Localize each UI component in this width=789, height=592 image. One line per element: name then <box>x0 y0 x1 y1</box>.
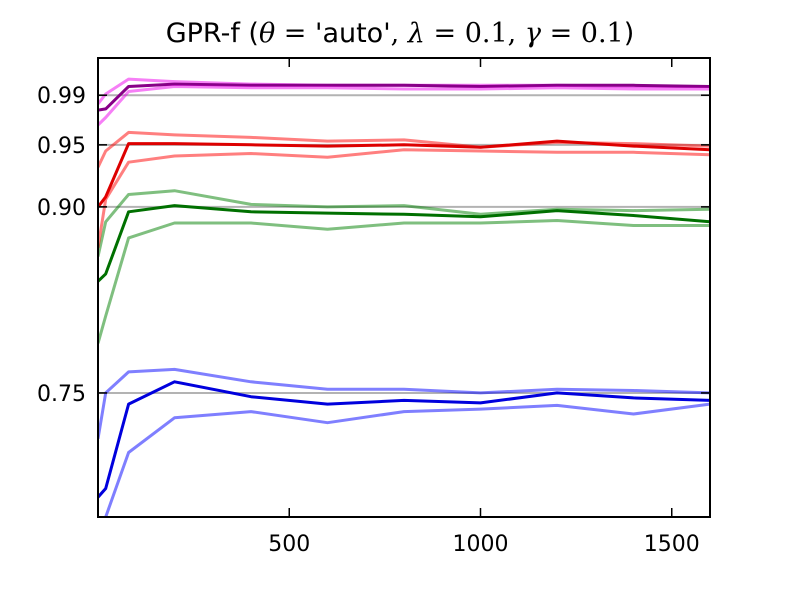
title-lambda-value: 0.1 <box>465 18 508 49</box>
title-eq2: = <box>425 18 465 49</box>
title-gamma-value: 0.1 <box>581 18 624 49</box>
plot-frame <box>97 57 711 518</box>
series-line-8 <box>98 148 710 249</box>
axis-ticks: 500 1000 1500 0.75 0.90 0.95 0.99 <box>37 58 710 557</box>
title-comma1: , <box>391 18 408 49</box>
y-tick-label-0: 0.75 <box>37 382 86 407</box>
chart-title: GPR-f (θ = 'auto', λ = 0.1, γ = 0.1) <box>166 18 635 49</box>
series-line-10 <box>98 82 710 112</box>
x-tick-label-2: 1500 <box>644 532 700 557</box>
title-theta: θ <box>259 18 275 49</box>
title-gamma: γ <box>525 18 542 49</box>
series-line-5 <box>98 219 710 344</box>
title-eq3: = <box>541 18 581 49</box>
title-suffix: ) <box>624 18 635 49</box>
title-comma2: , <box>508 18 525 49</box>
y-tick-label-2: 0.95 <box>37 134 86 159</box>
series-layer <box>98 77 710 517</box>
series-line-7 <box>98 139 710 208</box>
series-line-9 <box>98 77 710 105</box>
x-tick-label-0: 500 <box>268 532 310 557</box>
title-auto: 'auto' <box>315 18 391 49</box>
y-tick-label-1: 0.90 <box>37 196 86 221</box>
title-prefix: GPR-f ( <box>166 18 259 49</box>
series-line-2 <box>104 402 710 517</box>
y-tick-label-3: 0.99 <box>37 84 86 109</box>
series-line-1 <box>98 380 710 499</box>
series-line-0 <box>98 367 710 440</box>
series-line-4 <box>98 204 710 283</box>
x-tick-label-1: 1000 <box>453 532 509 557</box>
title-eq1: = <box>275 18 315 49</box>
series-line-3 <box>98 189 710 257</box>
series-line-11 <box>98 85 710 127</box>
title-lambda: λ <box>407 18 425 49</box>
